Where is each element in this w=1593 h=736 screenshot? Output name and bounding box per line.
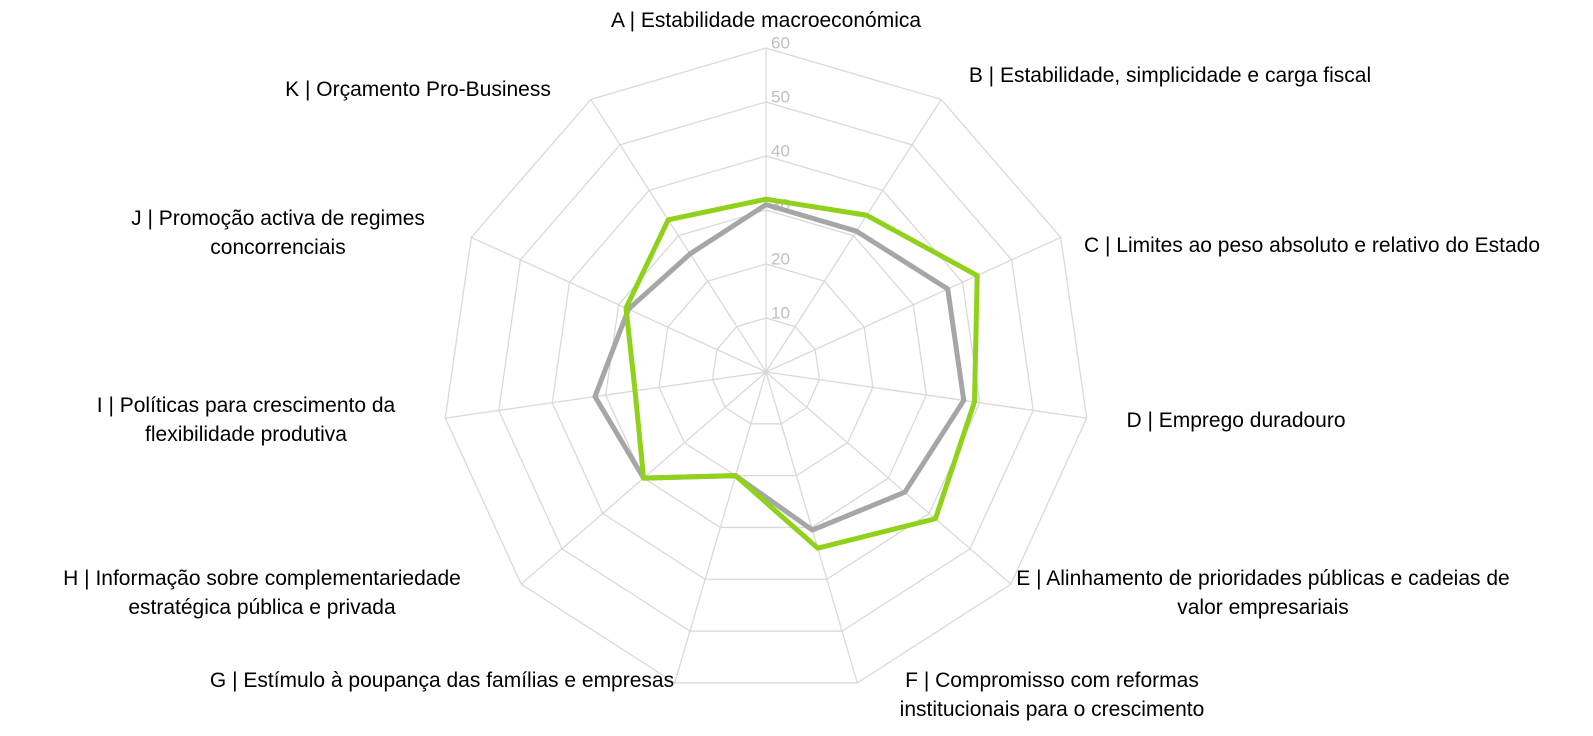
category-label: A | Estabilidade macroeconómica	[610, 9, 922, 32]
grid-ring	[444, 47, 1088, 684]
grid-ring	[604, 209, 928, 529]
spoke	[765, 236, 1061, 373]
spoke	[590, 99, 767, 373]
tick-label: 10	[771, 303, 790, 322]
category-label: F | Compromisso com reformas institucion…	[899, 669, 1205, 721]
spoke	[765, 371, 1087, 419]
spoke	[765, 371, 1012, 585]
category-label: E | Alinhamento de prioridades públicas …	[1016, 567, 1510, 619]
spoke	[765, 99, 942, 373]
tick-label: 60	[771, 33, 790, 52]
tick-label: 20	[771, 249, 790, 268]
spoke	[445, 371, 767, 419]
grid-ring	[711, 317, 821, 425]
grid-ring	[551, 155, 981, 580]
tick-label: 50	[771, 87, 790, 106]
category-label: K | Orçamento Pro-Business	[285, 78, 551, 101]
category-label: B | Estabilidade, simplicidade e carga f…	[968, 64, 1372, 87]
series-line	[592, 202, 967, 533]
category-label: C | Limites ao peso absoluto e relativo …	[1083, 234, 1541, 257]
grid-ring	[658, 263, 874, 477]
category-label: G | Estímulo à poupança das famílias e e…	[209, 669, 675, 692]
grid-ring	[498, 101, 1034, 632]
category-label: J | Promoção activa de regimes concorren…	[131, 207, 425, 259]
tick-label: 40	[771, 141, 790, 160]
category-label: D | Emprego duradouro	[1126, 409, 1346, 432]
category-label: I | Políticas para crescimento da flexib…	[96, 394, 396, 446]
spoke	[471, 236, 767, 373]
series-line	[623, 196, 980, 551]
spoke	[674, 371, 767, 684]
category-label: H | Informação sobre complementariedade …	[63, 567, 461, 619]
